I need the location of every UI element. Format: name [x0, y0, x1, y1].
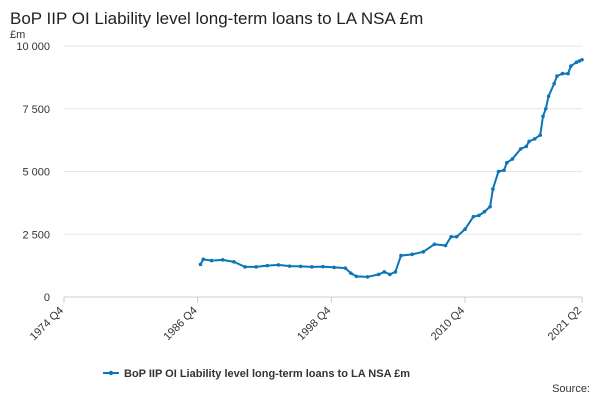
point: [574, 60, 579, 65]
point: [209, 258, 214, 263]
point: [502, 168, 506, 173]
point: [232, 260, 236, 264]
point: [343, 266, 348, 270]
point: [399, 253, 403, 258]
point: [287, 264, 292, 268]
point: [532, 137, 537, 141]
point: [541, 114, 545, 119]
point: [449, 234, 453, 239]
point: [298, 264, 303, 269]
point: [354, 274, 359, 279]
point: [376, 272, 381, 277]
point: [580, 58, 584, 62]
point: [491, 187, 495, 191]
y-tick-label: 10 000: [16, 41, 50, 53]
x-tick-label: 1974 Q4: [28, 305, 66, 343]
point: [382, 270, 387, 274]
point: [546, 94, 551, 98]
point: [577, 59, 582, 63]
point: [552, 81, 556, 86]
legend-label: BoP IIP OI Liability level long-term loa…: [124, 368, 410, 380]
point: [454, 234, 459, 239]
point: [310, 265, 314, 269]
point: [527, 139, 531, 144]
y-tick-label: 0: [44, 292, 50, 304]
point: [410, 252, 414, 257]
y-tick-label: 2 500: [22, 229, 50, 241]
point: [220, 258, 225, 262]
x-tick-label: 2010 Q4: [429, 305, 467, 343]
point: [332, 265, 336, 270]
point: [321, 264, 325, 269]
point: [243, 265, 247, 269]
point: [198, 262, 203, 267]
x-tick-label: 1986 Q4: [161, 305, 199, 343]
legend-marker: [108, 370, 114, 376]
point: [543, 106, 548, 111]
point: [482, 209, 487, 214]
legend-item: BoP IIP OI Liability level long-term loa…: [103, 368, 410, 380]
point: [569, 64, 573, 68]
point: [518, 147, 523, 151]
point: [421, 250, 426, 254]
point: [555, 74, 559, 78]
x-tick-label: 1998 Q4: [295, 305, 333, 343]
point: [471, 214, 476, 219]
y-tick-label: 5 000: [22, 167, 50, 179]
point: [496, 169, 501, 174]
point: [443, 243, 448, 248]
y-axis-unit: £m: [10, 29, 25, 41]
point: [524, 144, 529, 149]
point: [388, 272, 392, 277]
point: [510, 157, 515, 161]
point: [254, 265, 258, 269]
y-tick-label: 7 500: [22, 104, 50, 116]
point: [201, 257, 206, 262]
point: [265, 263, 270, 268]
chart-title: BoP IIP OI Liability level long-term loa…: [10, 9, 423, 28]
line-series: [199, 58, 583, 278]
point: [488, 204, 492, 209]
point: [365, 275, 370, 279]
source: Source:: [552, 383, 590, 395]
point: [432, 242, 437, 247]
point: [393, 270, 398, 274]
point: [538, 133, 543, 137]
point: [463, 227, 467, 232]
point: [349, 271, 353, 275]
point: [560, 71, 565, 76]
point: [566, 71, 570, 76]
x-tick-label: 2021 Q2: [546, 305, 584, 343]
point: [276, 263, 281, 267]
point: [505, 160, 509, 165]
point: [477, 213, 481, 218]
